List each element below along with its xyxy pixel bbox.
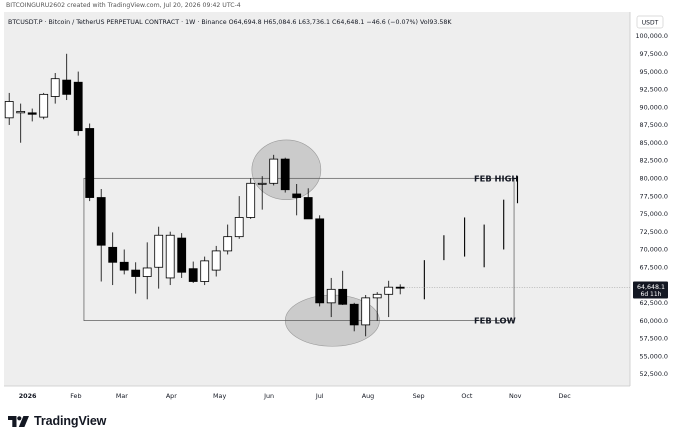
open-label: O (227, 19, 234, 26)
candle-body[interactable] (131, 269, 141, 277)
change-value: −46.6 (−0.07%) (364, 19, 418, 26)
high-label: H (262, 19, 269, 26)
x-tick-label: Nov (509, 392, 522, 400)
y-tick-label: 77,500.0 (640, 192, 668, 200)
candle-body[interactable] (315, 218, 325, 304)
low-label: L (296, 19, 302, 26)
x-tick-label: Aug (362, 392, 374, 400)
candle-body[interactable] (384, 286, 394, 295)
candle-body[interactable] (16, 111, 26, 114)
candle-body[interactable] (165, 234, 175, 279)
y-tick-label: 57,500.0 (640, 335, 668, 343)
close-label: C (330, 19, 337, 26)
candle-body[interactable] (395, 286, 405, 289)
candle-body[interactable] (96, 197, 106, 246)
x-tick-label: Oct (461, 392, 473, 400)
y-tick-label: 87,500.0 (640, 121, 668, 129)
x-tick-label: Jul (315, 392, 324, 400)
feb-low-label: FEB LOW (474, 316, 516, 326)
candle-body[interactable] (372, 293, 382, 299)
y-tick-label: 60,000.0 (640, 317, 668, 325)
candle-body[interactable] (154, 234, 164, 268)
y-tick-label: 67,500.0 (640, 263, 668, 271)
candle-body[interactable] (27, 112, 37, 115)
candle-body[interactable] (85, 128, 95, 198)
y-tick-label: 80,000.0 (640, 175, 668, 183)
candle-body[interactable] (108, 246, 118, 263)
volume-value: 93.58K (429, 19, 452, 26)
high-value: 65,084.6 (268, 19, 296, 26)
y-tick-label: 72,500.0 (640, 228, 668, 236)
y-tick-label: 90,000.0 (640, 103, 668, 111)
footer: TradingView (0, 405, 680, 437)
y-tick-label: 75,000.0 (640, 210, 668, 218)
y-tick-label: 97,500.0 (640, 50, 668, 58)
x-tick-label: Sep (413, 392, 425, 400)
chart-caption: BITCOINGURU2602 created with TradingView… (6, 2, 241, 9)
x-tick-label: 2026 (19, 392, 37, 400)
last-price-badge[interactable] (633, 281, 668, 299)
tradingview-logo-icon (8, 415, 29, 427)
y-tick-label: 52,500.0 (640, 370, 668, 378)
candle-body[interactable] (200, 260, 210, 282)
volume-label: Vol (418, 19, 430, 26)
candle-body[interactable] (338, 288, 348, 305)
currency-badge-text: USDT (642, 20, 659, 27)
candle-body[interactable] (326, 288, 336, 304)
x-tick-label: Mar (116, 392, 128, 400)
candle-body[interactable] (50, 78, 60, 97)
x-tick-label: Jun (263, 392, 274, 400)
footer-brand-text: TradingView (34, 414, 107, 428)
candle-body[interactable] (257, 182, 267, 185)
candle-body[interactable] (73, 81, 83, 132)
y-tick-label: 92,500.0 (640, 86, 668, 94)
y-tick-label: 100,000.0 (635, 32, 668, 40)
y-tick-label: 85,000.0 (640, 139, 668, 147)
candle-body[interactable] (269, 158, 279, 184)
candle-body[interactable] (177, 237, 187, 273)
candle-body[interactable] (39, 93, 49, 118)
candle-body[interactable] (280, 158, 290, 191)
candle-body[interactable] (246, 182, 256, 218)
candle-body[interactable] (361, 297, 371, 326)
low-value: 63,736.1 (302, 19, 330, 26)
feb-high-label: FEB HIGH (474, 173, 518, 183)
chart-title: BTCUSDT.P · Bitcoin / TetherUS PERPETUAL… (8, 19, 227, 26)
y-tick-label: 82,500.0 (640, 157, 668, 165)
chart-header: BTCUSDT.P · Bitcoin / TetherUS PERPETUAL… (8, 19, 452, 26)
last-price-text: 64,648.1 (637, 284, 665, 291)
candle-body[interactable] (142, 267, 152, 277)
feb-range-box (83, 177, 515, 321)
candle-body[interactable] (4, 101, 14, 119)
open-value: 64,694.8 (234, 19, 262, 26)
candle-body[interactable] (211, 250, 221, 271)
bar-countdown-text: 6d 11h (641, 291, 662, 298)
close-value: 64,648.1 (336, 19, 364, 26)
candle-body[interactable] (188, 268, 198, 282)
candle-body[interactable] (234, 217, 244, 238)
candle-body[interactable] (119, 261, 129, 271)
candle-body[interactable] (223, 236, 233, 252)
x-tick-label: Dec (558, 392, 571, 400)
candle-body[interactable] (303, 197, 313, 220)
tradingview-logo[interactable]: TradingView (8, 414, 106, 428)
candle-body[interactable] (62, 79, 72, 95)
y-tick-label: 55,000.0 (640, 352, 668, 360)
x-tick-label: May (213, 392, 226, 400)
y-tick-label: 95,000.0 (640, 68, 668, 76)
candle-body[interactable] (349, 303, 359, 326)
y-tick-label: 70,000.0 (640, 246, 668, 254)
x-tick-label: Apr (166, 392, 177, 400)
x-tick-label: Feb (70, 392, 81, 400)
y-tick-label: 62,500.0 (640, 299, 668, 307)
candle-body[interactable] (292, 193, 302, 198)
currency-badge[interactable] (636, 15, 664, 29)
